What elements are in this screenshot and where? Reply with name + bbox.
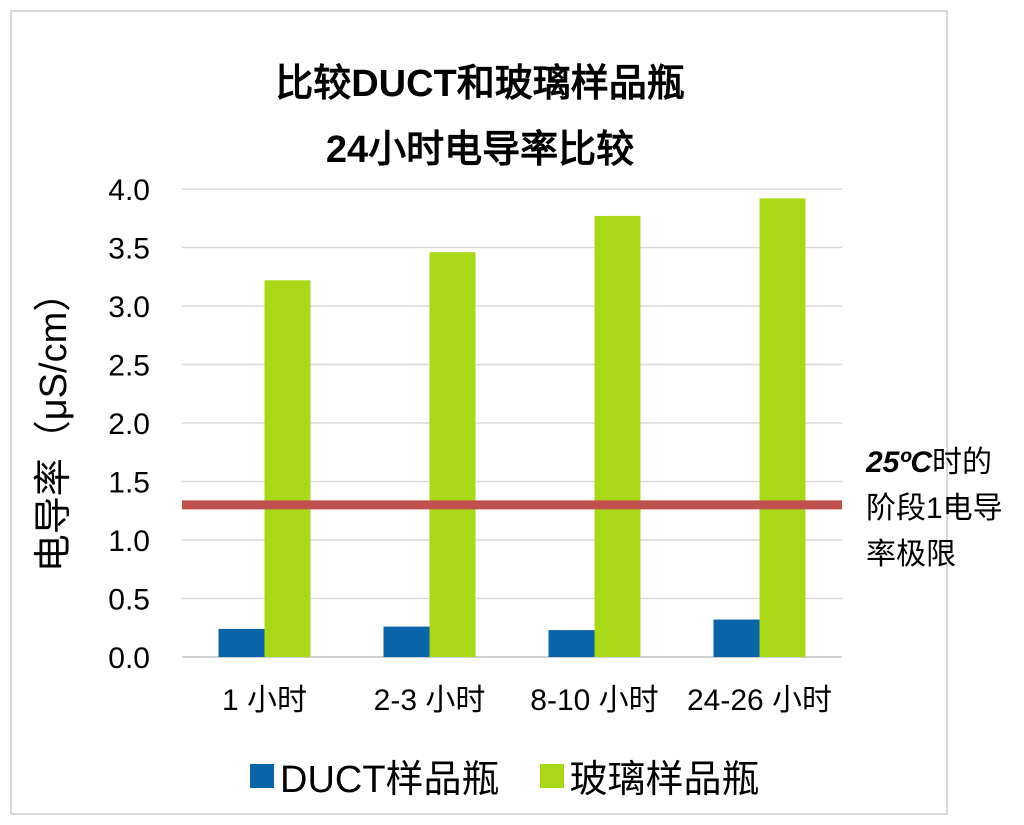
chart-title: 比较DUCT和玻璃样品瓶 <box>275 63 685 105</box>
bar-duct <box>218 628 265 657</box>
bar-glass <box>264 280 311 657</box>
annotation-text-2: 阶段1电导 <box>866 492 1003 525</box>
y-tick-label: 0.0 <box>108 642 150 675</box>
legend: DUCT样品瓶 玻璃样品瓶 <box>250 748 800 803</box>
x-tick-label: 1 小时 <box>222 684 307 717</box>
legend-label-duct: DUCT样品瓶 <box>280 759 500 801</box>
annotation-text-1: 时的 <box>932 446 992 479</box>
bar-glass <box>759 198 806 658</box>
x-tick-label: 24-26 小时 <box>687 684 832 717</box>
y-tick-label: 1.0 <box>108 525 150 558</box>
bar-duct <box>713 619 760 657</box>
y-tick-label: 4.0 <box>108 174 150 207</box>
x-tick-label: 2-3 小时 <box>374 684 486 717</box>
y-tick-label: 2.0 <box>108 408 150 441</box>
chart-subtitle: 24小时电导率比较 <box>325 129 635 171</box>
y-tick-label: 2.5 <box>108 350 150 383</box>
legend-item-glass: 玻璃样品瓶 <box>539 748 760 803</box>
bar-glass <box>594 215 641 657</box>
legend-label-glass: 玻璃样品瓶 <box>569 759 760 801</box>
annotation-temperature: 25ºC <box>866 446 932 479</box>
bar-duct <box>548 630 595 657</box>
y-axis-label: 电导率（μS/cm） <box>33 274 75 572</box>
legend-swatch-duct <box>250 763 274 788</box>
reference-line-annotation: 25ºC时的 阶段1电导 率极限 <box>866 440 1016 578</box>
annotation-text-3: 率极限 <box>866 538 956 571</box>
y-tick-label: 0.5 <box>108 584 150 617</box>
y-tick-label: 3.0 <box>108 291 150 324</box>
bar-glass <box>429 252 476 657</box>
legend-swatch-glass <box>539 763 564 788</box>
bar-duct <box>383 626 430 657</box>
legend-item-duct: DUCT样品瓶 <box>250 748 500 803</box>
x-tick-label: 8-10 小时 <box>530 684 658 717</box>
y-tick-label: 3.5 <box>108 233 150 266</box>
y-tick-label: 1.5 <box>108 467 150 500</box>
